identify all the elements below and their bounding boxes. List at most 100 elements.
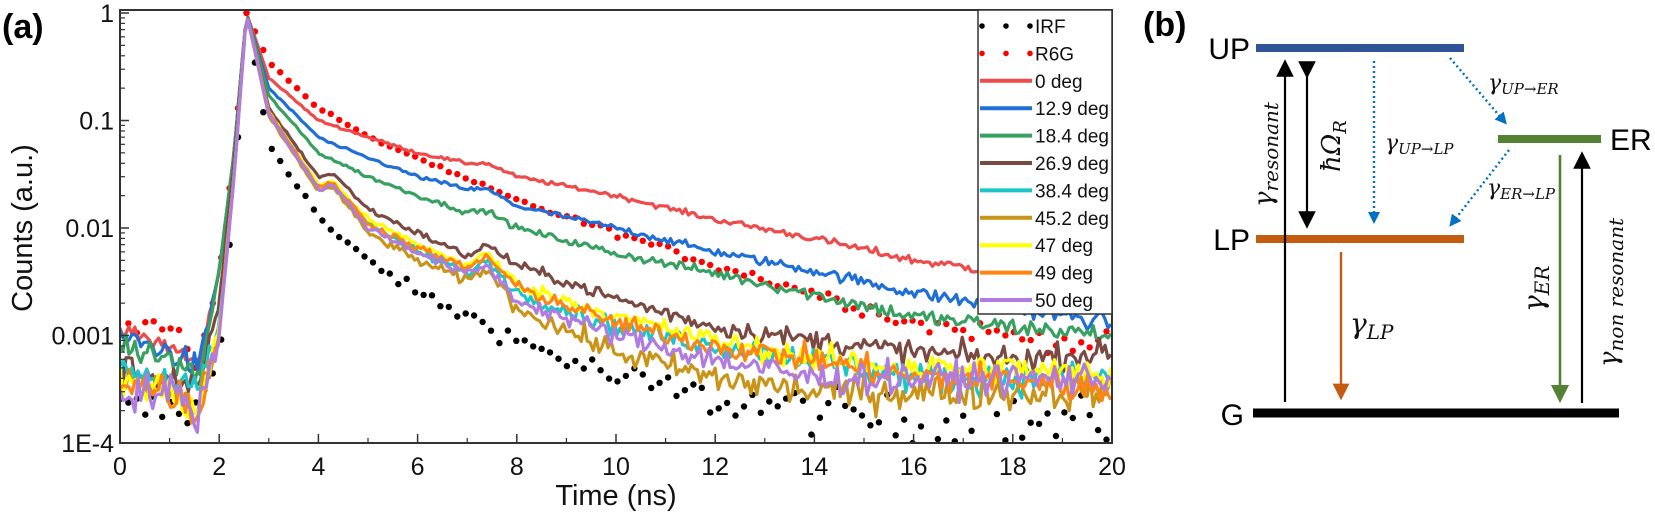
data-point bbox=[698, 258, 705, 266]
x-tick-label: 12 bbox=[701, 453, 729, 481]
data-point bbox=[302, 93, 309, 100]
data-point bbox=[1086, 344, 1093, 351]
data-point bbox=[842, 402, 849, 410]
data-point bbox=[1103, 436, 1110, 443]
data-point bbox=[723, 399, 731, 407]
data-point bbox=[825, 290, 832, 297]
x-tick-label: 6 bbox=[411, 453, 425, 481]
data-point bbox=[487, 327, 495, 334]
data-point bbox=[1019, 434, 1026, 441]
data-point bbox=[1069, 347, 1077, 354]
label-gamma-up-er: γUP→ER bbox=[1488, 71, 1559, 98]
x-tick-label: 16 bbox=[900, 453, 928, 481]
legend-swatch bbox=[1003, 23, 1009, 29]
series-18_4-deg bbox=[120, 16, 1112, 384]
legend-label: 0 deg bbox=[1035, 72, 1083, 93]
data-point bbox=[336, 116, 343, 124]
data-point bbox=[344, 239, 351, 246]
legend-label: 50 deg bbox=[1035, 291, 1093, 312]
data-point bbox=[858, 412, 866, 419]
data-point bbox=[968, 427, 975, 434]
data-point bbox=[968, 335, 975, 343]
data-point bbox=[884, 316, 891, 323]
data-point bbox=[243, 10, 250, 17]
data-point bbox=[555, 355, 562, 362]
data-point bbox=[260, 109, 267, 116]
data-point bbox=[850, 305, 857, 312]
legend-item: 47 deg bbox=[980, 236, 1093, 257]
label-gamma-up-lp: γUP→LP bbox=[1385, 131, 1454, 158]
x-tick-label: 20 bbox=[1098, 453, 1126, 481]
data-point bbox=[530, 343, 537, 350]
data-point bbox=[901, 318, 908, 325]
series-line bbox=[120, 15, 1112, 377]
data-point bbox=[597, 367, 604, 374]
x-tick-label: 2 bbox=[212, 453, 226, 481]
legend-label: 49 deg bbox=[1035, 264, 1093, 285]
data-point bbox=[142, 319, 149, 326]
panel-b-label: (b) bbox=[1143, 6, 1186, 44]
legend-swatch bbox=[979, 50, 985, 57]
data-point bbox=[622, 232, 630, 239]
data-point bbox=[403, 275, 410, 282]
arrow-up-to-er bbox=[1449, 57, 1507, 125]
data-point bbox=[285, 77, 292, 84]
legend-item: 49 deg bbox=[980, 264, 1093, 285]
legend-label: 18.4 deg bbox=[1035, 127, 1109, 148]
data-point bbox=[1044, 410, 1051, 417]
series-line bbox=[120, 18, 1112, 434]
data-point bbox=[614, 378, 621, 385]
data-point bbox=[589, 356, 596, 363]
data-point bbox=[690, 381, 697, 388]
data-point bbox=[344, 121, 351, 129]
data-point bbox=[934, 435, 942, 443]
data-point bbox=[1086, 411, 1093, 419]
data-point bbox=[951, 438, 958, 443]
data-point bbox=[740, 272, 748, 279]
data-point bbox=[960, 412, 967, 419]
data-point bbox=[1027, 419, 1034, 426]
x-tick-label: 8 bbox=[510, 453, 524, 481]
axes: 0 2 4 6 8 10 12 14 16 18 20 1 0.1 0.01 0.001 1E-4 bbox=[51, 0, 1125, 481]
data-point bbox=[648, 384, 655, 392]
legend-swatch bbox=[1027, 50, 1033, 57]
data-point bbox=[673, 248, 680, 255]
data-point bbox=[875, 419, 883, 426]
data-point bbox=[462, 310, 469, 317]
data-point bbox=[521, 198, 528, 205]
legend-item: 45.2 deg bbox=[980, 209, 1109, 230]
data-point bbox=[901, 416, 908, 423]
data-point bbox=[454, 170, 461, 178]
legend-label: 12.9 deg bbox=[1035, 99, 1109, 120]
data-point bbox=[479, 318, 486, 326]
data-point bbox=[774, 403, 781, 410]
data-point bbox=[521, 337, 528, 344]
y-tick-label: 0.01 bbox=[65, 215, 114, 243]
data-point bbox=[125, 320, 132, 327]
data-point bbox=[428, 161, 436, 169]
data-point bbox=[639, 371, 646, 378]
data-point bbox=[664, 374, 672, 381]
legend-label: IRF bbox=[1035, 17, 1066, 38]
data-point bbox=[563, 362, 571, 370]
data-point bbox=[277, 157, 284, 165]
data-point bbox=[302, 192, 309, 200]
data-point bbox=[572, 357, 579, 365]
data-point bbox=[740, 403, 748, 410]
legend-item: 0 deg bbox=[980, 72, 1083, 93]
data-point bbox=[892, 432, 899, 439]
data-point bbox=[150, 318, 157, 325]
data-point bbox=[892, 319, 899, 327]
data-point bbox=[378, 267, 385, 275]
data-point bbox=[411, 153, 419, 160]
data-point bbox=[917, 423, 925, 430]
data-point bbox=[1052, 432, 1060, 440]
data-point bbox=[985, 444, 991, 450]
data-point bbox=[673, 392, 680, 400]
data-point bbox=[1002, 332, 1009, 339]
level-up-label: UP bbox=[1208, 33, 1250, 66]
data-point bbox=[513, 195, 520, 203]
legend-item: R6G bbox=[979, 44, 1074, 65]
legend-label: 45.2 deg bbox=[1035, 209, 1109, 230]
data-point bbox=[917, 319, 925, 326]
